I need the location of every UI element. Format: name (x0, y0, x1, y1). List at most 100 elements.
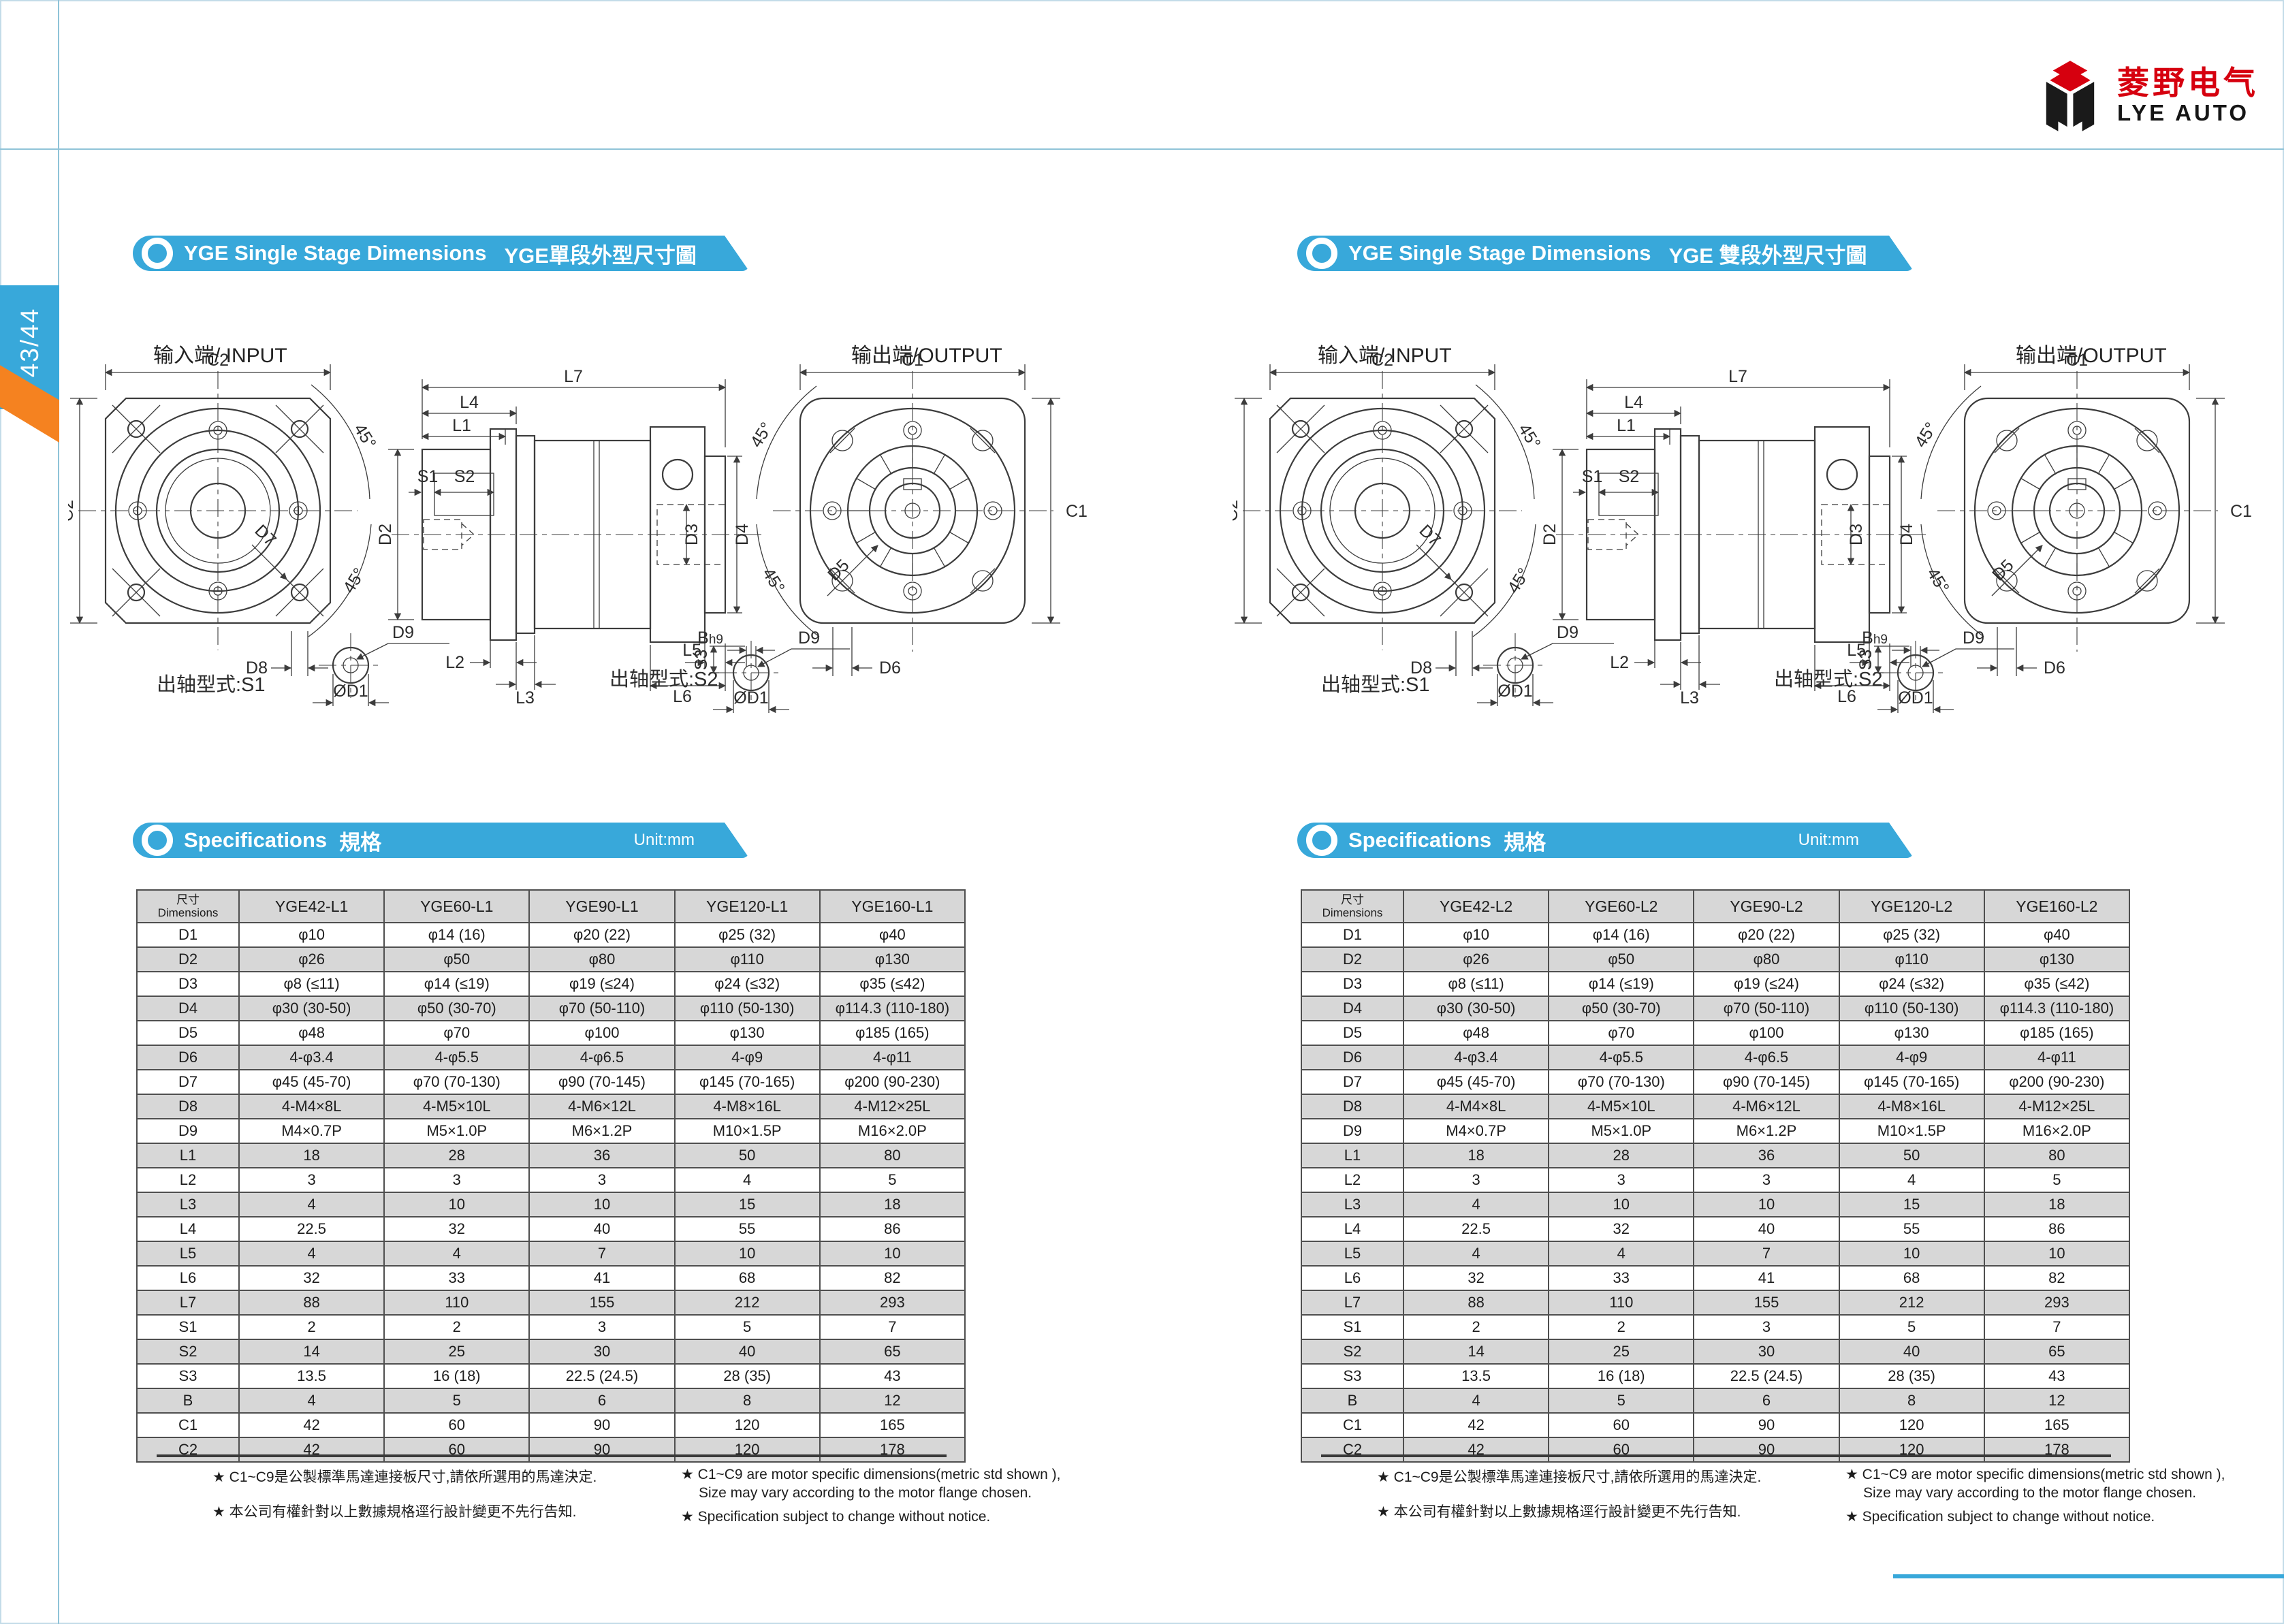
row-label: L2 (1301, 1167, 1404, 1193)
dim-label: 45° (1504, 564, 1534, 596)
dim-label: D4 (733, 524, 752, 545)
dim-label: L5 (682, 641, 701, 660)
row-label: C2 (136, 1437, 240, 1463)
row-label: D4 (136, 996, 240, 1021)
cell: φ35 (≤42) (1983, 971, 2131, 997)
table-row: S3 13.5 16 (18) 22.5 (24.5) 28 (35) 43 (1301, 1363, 2131, 1389)
cell: 10 (528, 1192, 676, 1217)
row-label: D8 (136, 1094, 240, 1119)
cell: 28 (35) (673, 1363, 821, 1389)
cell: 18 (238, 1143, 385, 1168)
cell: M4×0.7P (1402, 1118, 1550, 1144)
cell: φ130 (819, 946, 966, 972)
table-row: S1 2 2 3 5 7 (136, 1314, 966, 1340)
cell: 7 (1983, 1314, 2131, 1340)
dim-label: 45° (339, 564, 369, 596)
cell: φ14 (≤19) (1548, 971, 1695, 997)
cell: 155 (528, 1290, 676, 1316)
row-label: B (1301, 1388, 1404, 1414)
table-row: L7 88 110 155 212 293 (136, 1290, 966, 1316)
logo-text-en: LYE AUTO (2117, 99, 2249, 125)
input-flange-view: C2 C2 D8 D7 45° 45° (58, 351, 380, 678)
cell: 3 (1402, 1167, 1550, 1193)
cell: φ110 (50-130) (673, 996, 821, 1021)
cell: M10×1.5P (1838, 1118, 1985, 1144)
row-label: D6 (136, 1045, 240, 1070)
table-row: L3 4 10 10 15 18 (136, 1192, 966, 1217)
screw-head-icons (128, 421, 308, 601)
row-label: L6 (136, 1265, 240, 1291)
cell: 165 (1983, 1412, 2131, 1438)
footnote: ★ Specification subject to change withou… (681, 1508, 991, 1525)
column-header-model: YGE42-L1 (238, 889, 385, 923)
cell: 4-M5×10L (1548, 1094, 1695, 1119)
cell: 178 (1983, 1437, 2131, 1463)
company-logo: 菱野电气 LYE AUTO (2033, 59, 2259, 133)
table-row: L5 4 4 7 10 10 (1301, 1241, 2131, 1267)
row-label: D7 (1301, 1069, 1404, 1095)
table-row: D5 φ48 φ70 φ100 φ130 φ185 (165) (136, 1020, 966, 1046)
cell: 120 (673, 1412, 821, 1438)
section-title-en: YGE Single Stage Dimensions (1348, 241, 1651, 265)
section-title-banner: YGE Single Stage Dimensions YGE單段外型尺寸圖 (133, 236, 749, 271)
cell: φ185 (165) (819, 1020, 966, 1046)
cell: 4-φ3.4 (238, 1045, 385, 1070)
cell: 5 (1548, 1388, 1695, 1414)
row-label: D9 (136, 1118, 240, 1144)
cell: 40 (528, 1216, 676, 1242)
cell: φ50 (383, 946, 530, 972)
side-view: L7 L4 L1 S1 S2 D2 D3 D4 L2 (376, 367, 763, 707)
table-row: C1 42 60 90 120 165 (1301, 1412, 2131, 1438)
table-row: D9 M4×0.7P M5×1.0P M6×1.2P M10×1.5P M16×2.0P (1301, 1118, 2131, 1144)
cell: φ130 (673, 1020, 821, 1046)
dim-label: L4 (1624, 393, 1643, 412)
cell: φ80 (1693, 946, 1840, 972)
shaft-type-s1-detail: 出轴型式:S1 D9 ØD1 (1321, 623, 1614, 707)
specifications-title-cn: 規格 (1504, 830, 1547, 855)
cell: 4-φ11 (819, 1045, 966, 1070)
cell: 2 (1548, 1314, 1695, 1340)
cell: 33 (1548, 1265, 1695, 1291)
cell: 55 (1838, 1216, 1985, 1242)
table-row: S2 14 25 30 40 65 (1301, 1339, 2131, 1365)
row-label: L3 (136, 1192, 240, 1217)
circle-bullet-icon (142, 238, 173, 269)
cell: φ200 (90-230) (819, 1069, 966, 1095)
dim-label: D6 (2044, 658, 2065, 678)
circle-bullet-icon (1306, 825, 1337, 856)
cell: 28 (383, 1143, 530, 1168)
cell: 3 (1548, 1167, 1695, 1193)
cell: 3 (528, 1314, 676, 1340)
table-row: D7 φ45 (45-70) φ70 (70-130) φ90 (70-145) φ14… (136, 1069, 966, 1095)
cell: 42 (238, 1412, 385, 1438)
cell: 212 (673, 1290, 821, 1316)
cell: 18 (1983, 1192, 2131, 1217)
cell: φ80 (528, 946, 676, 972)
cell: φ50 (1548, 946, 1695, 972)
cell: 60 (1548, 1412, 1695, 1438)
row-label: D7 (136, 1069, 240, 1095)
input-flange-view: C2 C2 D8 D7 45° 45° (1222, 351, 1544, 678)
dimension-drawing: 输入端/ INPUT 输出端/OUTPUT C2 C2 (58, 334, 1130, 749)
row-label: D2 (1301, 946, 1404, 972)
row-label: D5 (136, 1020, 240, 1046)
cell: M5×1.0P (383, 1118, 530, 1144)
section-title-cn: YGE 雙段外型尺寸圖 (1668, 243, 1867, 268)
cell: φ70 (70-130) (1548, 1069, 1695, 1095)
cell: 32 (238, 1265, 385, 1291)
cell: φ70 (50-110) (1693, 996, 1840, 1021)
shaft-type-s2-detail: 出轴型式:S2 Bh9 S3 D9 ØD1 (1774, 628, 2014, 714)
cell: 5 (1838, 1314, 1985, 1340)
dim-label: L7 (1728, 367, 1747, 386)
spec-table-two-stage: 尺寸 Dimensions YGE42-L2 YGE60-L2 YGE90-L2 YGE1… (1301, 889, 2131, 1463)
cell: 32 (1402, 1265, 1550, 1291)
unit-label: Unit:mm (633, 831, 695, 849)
table-row: D6 4-φ3.4 4-φ5.5 4-φ6.5 4-φ9 4-φ11 (136, 1045, 966, 1070)
cell: 4-M8×16L (1838, 1094, 1985, 1119)
cell: φ48 (1402, 1020, 1550, 1046)
cell: 5 (673, 1314, 821, 1340)
cell: 88 (238, 1290, 385, 1316)
column-header-model: YGE90-L1 (528, 889, 676, 923)
row-label: D8 (1301, 1094, 1404, 1119)
row-label: D1 (136, 922, 240, 948)
